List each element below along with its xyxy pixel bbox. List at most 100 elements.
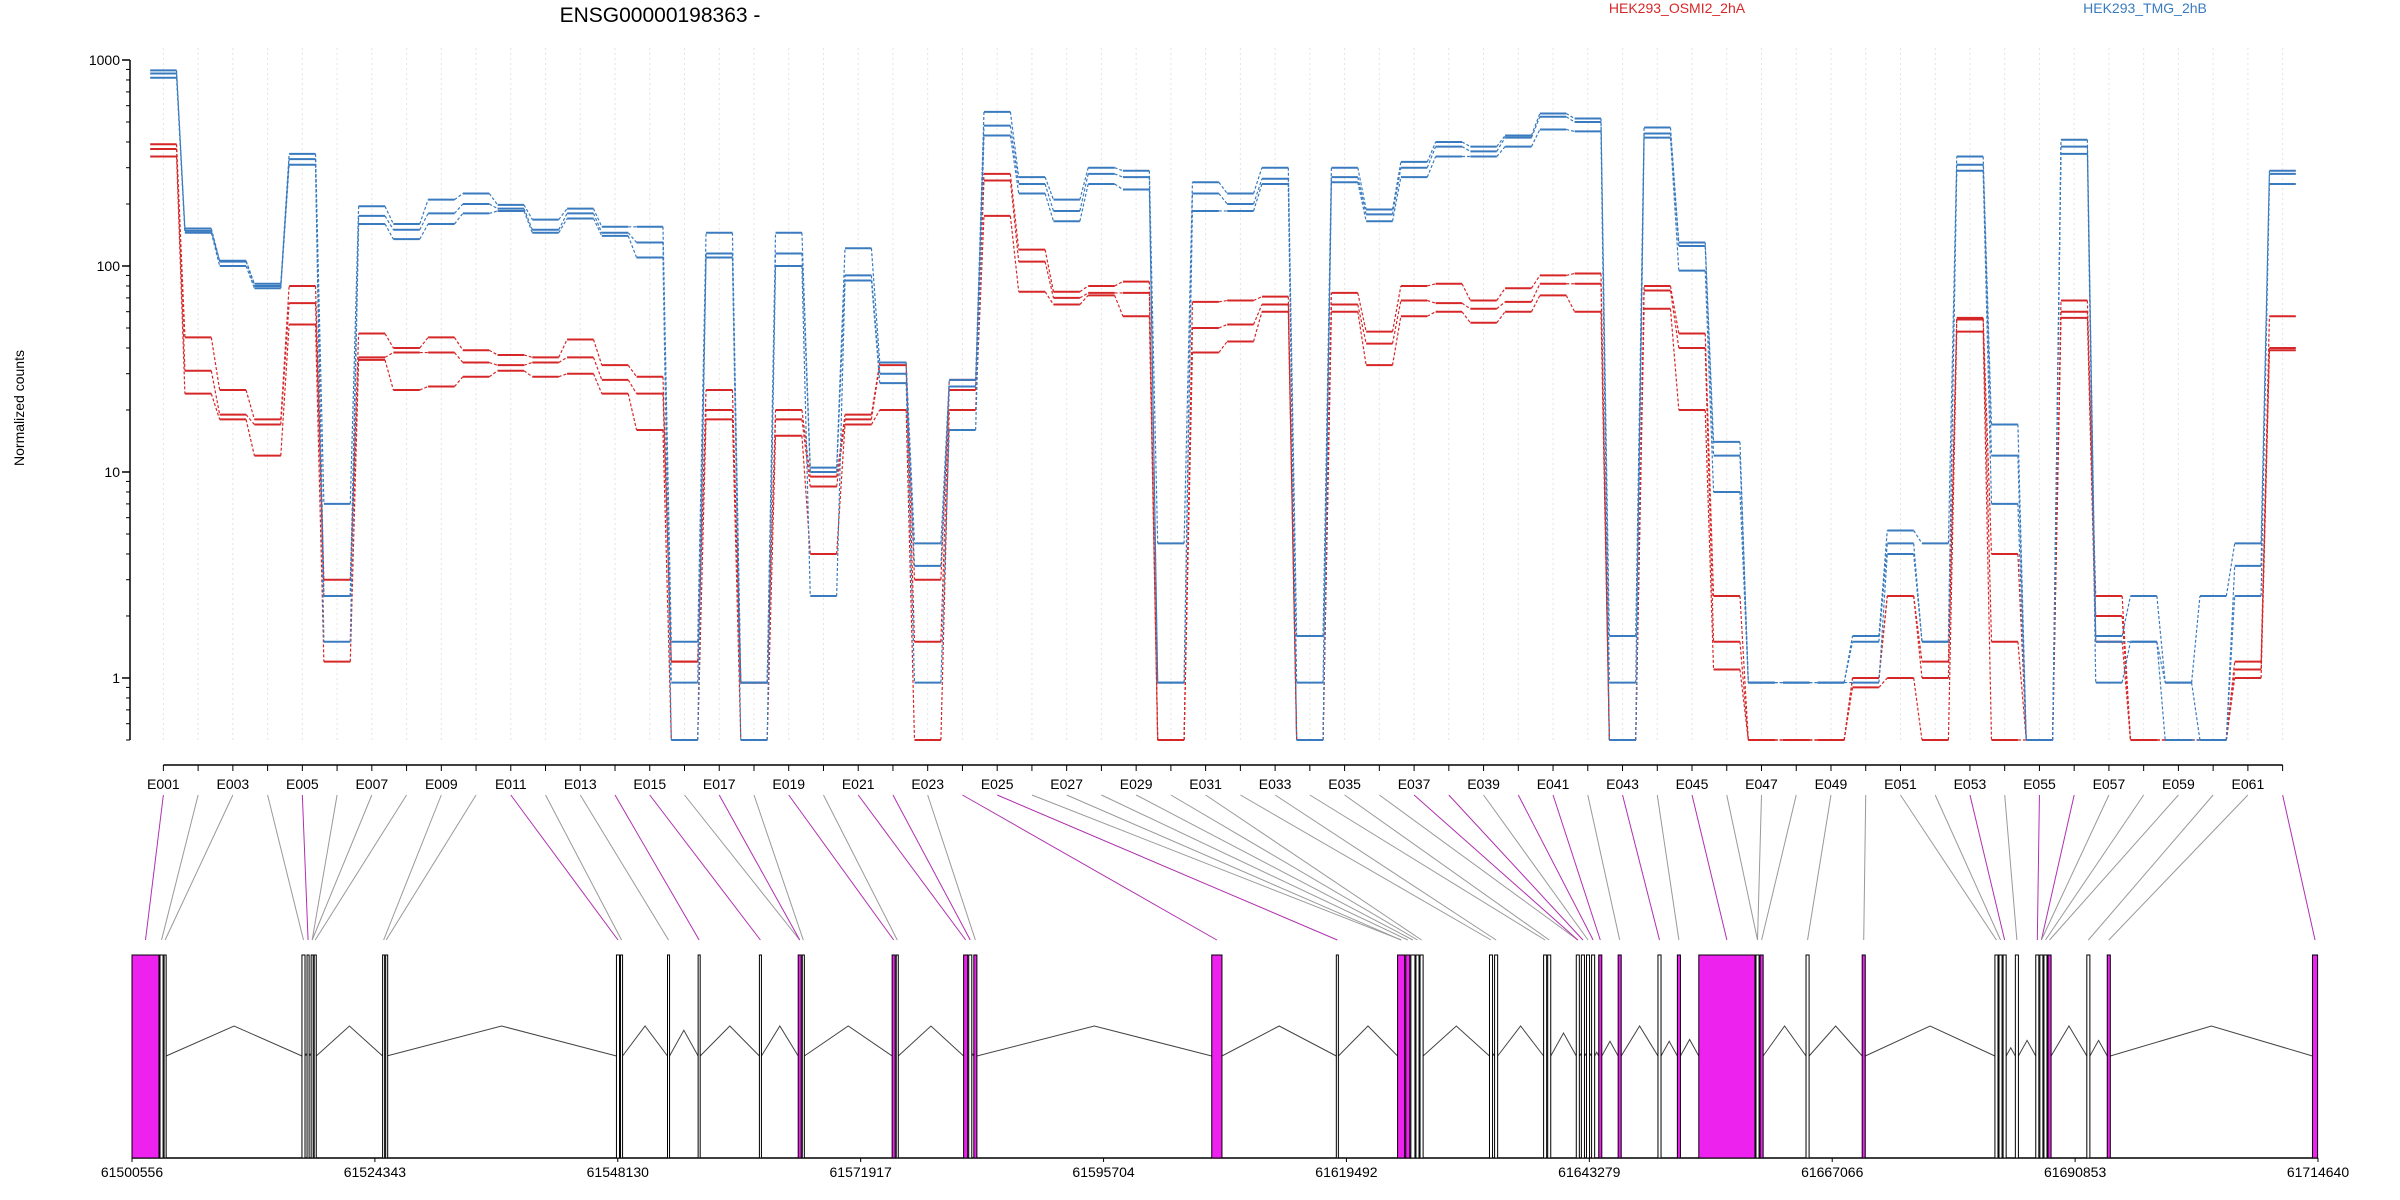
exon-box	[2035, 954, 2040, 1159]
step-connector	[1114, 173, 1124, 178]
step-connector	[2156, 641, 2166, 683]
step-connector	[2121, 641, 2132, 683]
step-connector	[1218, 193, 1228, 205]
step-connector	[1496, 287, 1506, 301]
exon-connector	[1135, 794, 1414, 941]
step-connector	[419, 337, 429, 349]
step-connector	[2191, 682, 2201, 741]
step-connector	[558, 208, 568, 220]
exon-connector	[2040, 794, 2110, 941]
x-tick-label: E021	[842, 776, 875, 792]
step-connector	[175, 70, 186, 229]
step-connector	[1357, 167, 1367, 210]
step-connector	[1009, 173, 1020, 250]
exon-connector	[614, 794, 700, 941]
step-connector	[1913, 677, 1923, 741]
exon-connector	[1900, 794, 1997, 941]
step-connector	[1079, 173, 1089, 212]
step-connector	[1635, 137, 1645, 741]
genomic-tick-label: 61619492	[1315, 1164, 1378, 1180]
step-connector	[1530, 295, 1541, 312]
step-connector	[1357, 182, 1367, 222]
step-connector	[454, 337, 464, 351]
step-connector	[1704, 347, 1715, 642]
step-connector	[1426, 311, 1436, 317]
exon-box	[313, 954, 317, 1159]
step-connector	[1287, 167, 1298, 636]
step-connector	[627, 235, 638, 258]
step-connector	[1461, 146, 1471, 152]
exon-connectors	[145, 794, 2316, 941]
step-connector	[210, 370, 221, 415]
x-tick-label: E041	[1537, 776, 1570, 792]
step-connector	[2260, 184, 2271, 597]
exon-box	[1575, 954, 1580, 1159]
step-connector	[940, 379, 950, 544]
step-connector	[2121, 615, 2132, 741]
step-connector	[419, 213, 429, 230]
exon-box	[1805, 954, 1810, 1159]
x-tick-label: E043	[1606, 776, 1639, 792]
step-connector	[1079, 285, 1089, 293]
step-connector	[1148, 189, 1159, 683]
exon-box	[382, 954, 386, 1159]
exon-box	[159, 954, 164, 1159]
step-connector	[558, 218, 568, 234]
step-connector	[419, 223, 429, 240]
exon-connector	[1170, 794, 1418, 941]
step-connector	[2086, 153, 2097, 683]
step-connector	[1391, 316, 1402, 366]
step-connector	[836, 275, 846, 473]
exon-connector	[753, 794, 804, 941]
step-connector	[592, 373, 603, 394]
intron	[804, 1025, 893, 1057]
exon-connector	[1934, 794, 2001, 941]
step-connector	[1843, 687, 1854, 741]
step-connector	[1878, 677, 1888, 688]
step-connector	[1287, 184, 1298, 741]
step-connector	[766, 419, 777, 683]
exon-connector	[1587, 794, 1621, 941]
step-connector	[1530, 116, 1541, 138]
exon-box	[615, 954, 621, 1159]
exon-connector	[823, 794, 898, 941]
exon-connector	[2049, 794, 2179, 941]
exon-box	[385, 954, 389, 1159]
step-connector	[1322, 182, 1332, 741]
step-connector	[384, 333, 394, 349]
exon-connector	[1656, 794, 1680, 941]
step-connector	[280, 159, 290, 286]
step-connector	[2121, 595, 2132, 637]
exon-connector	[2045, 794, 2145, 941]
step-connector	[523, 354, 533, 358]
x-tick-label: E059	[2162, 776, 2195, 792]
exon-box	[1598, 954, 1603, 1159]
exon-connector	[311, 794, 338, 941]
step-connector	[488, 203, 498, 210]
step-connector	[2225, 543, 2236, 597]
step-connector	[1913, 595, 1923, 679]
exon-connector	[857, 794, 967, 941]
step-connector	[384, 215, 394, 231]
x-tick-label: E045	[1676, 776, 1709, 792]
exon-box	[1488, 954, 1494, 1159]
exon-box	[968, 954, 973, 1159]
exon-box	[667, 954, 671, 1159]
step-connector	[870, 365, 881, 420]
step-connector	[1982, 164, 1993, 456]
step-connector	[592, 213, 603, 233]
step-connector	[766, 265, 777, 741]
step-connector	[1739, 641, 1749, 741]
step-connector	[1391, 177, 1402, 222]
x-tick-label: E017	[703, 776, 736, 792]
step-connector	[280, 303, 290, 425]
exon-connector	[927, 794, 976, 941]
step-connector	[1218, 299, 1228, 303]
genomic-tick-label: 61595704	[1072, 1164, 1135, 1180]
step-connector	[489, 361, 498, 366]
exon-connector	[1691, 794, 1728, 941]
step-connector	[662, 429, 672, 741]
step-connector	[731, 419, 742, 741]
step-connector	[2052, 317, 2062, 741]
